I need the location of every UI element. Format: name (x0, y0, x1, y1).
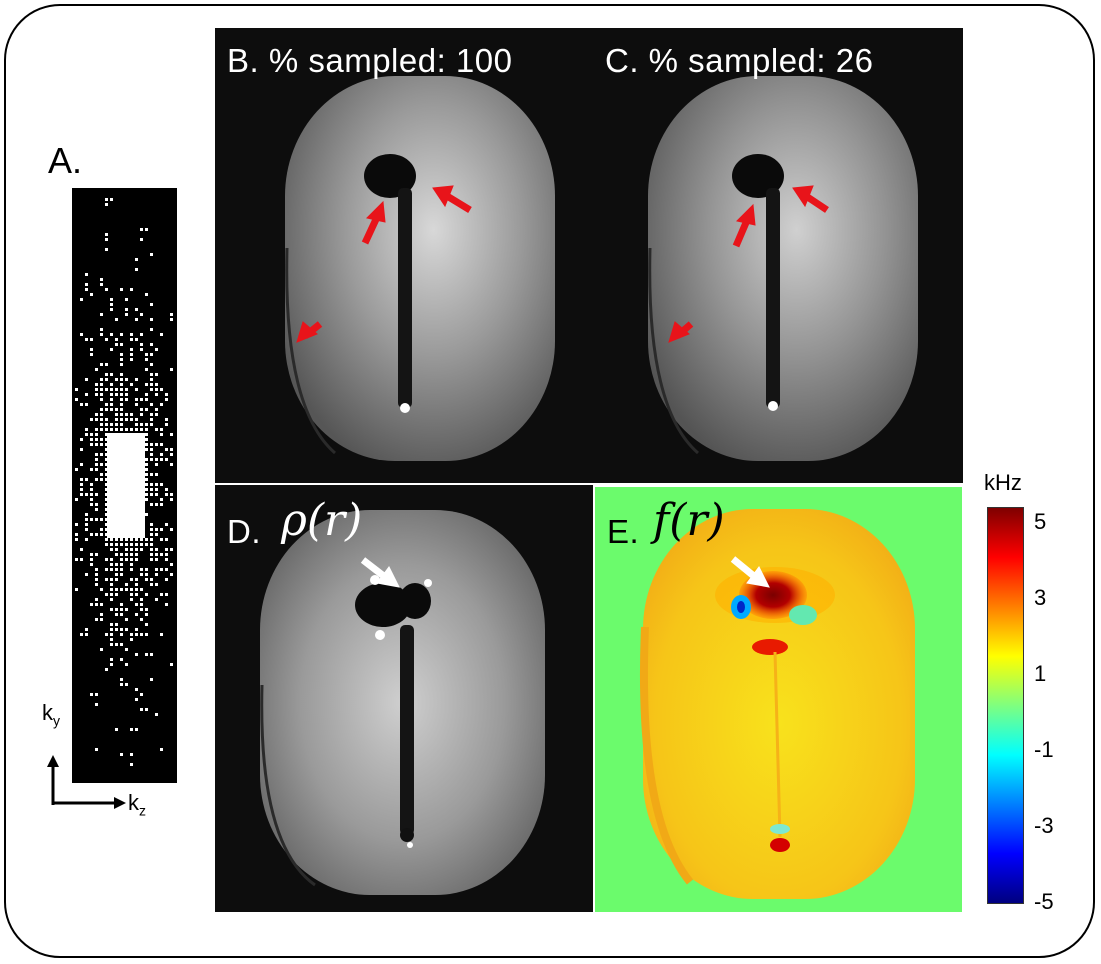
mri-image-d (260, 510, 545, 895)
panel-c-image: C. % sampled: 26 (593, 28, 963, 483)
panel-d-letter: D. (227, 513, 261, 550)
colorbar-tick-5: -5 (1034, 889, 1054, 914)
f-symbol: f(r) (653, 495, 725, 546)
panel-b-image: B. % sampled: 100 (215, 28, 593, 483)
panel-d-image: D. ρ(r) (215, 485, 593, 912)
sampling-mask (72, 188, 177, 783)
colorbar-tick-4: -3 (1034, 813, 1054, 838)
colorbar (987, 507, 1024, 904)
panel-e-image: E. f(r) (595, 487, 962, 912)
sampling-mask-dots (75, 198, 173, 766)
mri-image-c (648, 76, 918, 461)
figure-frame (4, 4, 1095, 958)
field-map-e (639, 509, 915, 899)
panel-e-letter: E. (607, 513, 640, 550)
colorbar-tick-2: 1 (1034, 661, 1047, 686)
colorbar-tick-3: -1 (1034, 737, 1054, 762)
colorbar-tick-0: 5 (1034, 509, 1047, 534)
ky-axis-label: ky (42, 700, 60, 729)
colorbar-unit: kHz (984, 470, 1022, 495)
panel-a-label: A. (48, 140, 83, 181)
mri-image-b (285, 76, 555, 461)
colorbar-tick-1: 3 (1034, 585, 1047, 610)
rho-symbol: ρ(r) (281, 495, 363, 546)
k-axes-arrows (47, 755, 126, 809)
panel-b-title: B. % sampled: 100 (227, 42, 513, 79)
kz-axis-label: kz (128, 790, 146, 819)
panel-c-title: C. % sampled: 26 (605, 42, 874, 79)
